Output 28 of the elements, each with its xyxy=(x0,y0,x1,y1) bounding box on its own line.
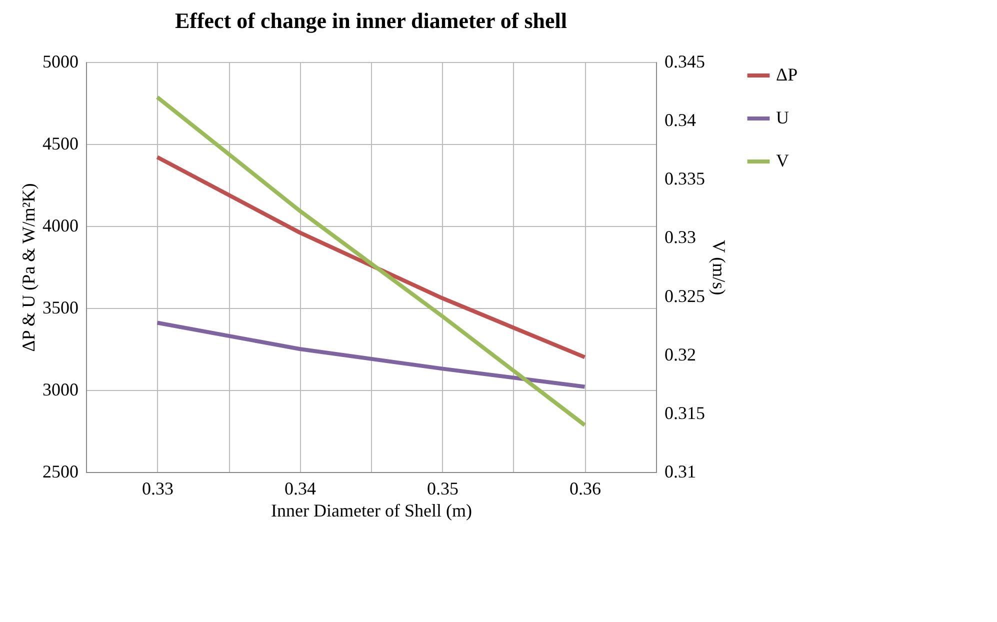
y-tick-label: 4500 xyxy=(42,134,78,154)
line-series xyxy=(155,155,587,360)
y-tick-label: 3000 xyxy=(42,380,78,400)
x-tick-label: 0.36 xyxy=(570,478,601,498)
x-axis-title: Inner Diameter of Shell (m) xyxy=(271,500,472,520)
y2-tick-label: 0.34 xyxy=(664,110,696,130)
x-tick-label: 0.35 xyxy=(427,478,458,498)
y-tick-label: 5000 xyxy=(42,52,78,72)
legend-label: ΔP xyxy=(776,64,798,84)
chart-title: Effect of change in inner diameter of shell xyxy=(174,8,568,33)
y2-tick-label: 0.315 xyxy=(664,402,705,423)
y-tick-label: 2500 xyxy=(42,462,78,482)
y-tick-label: 3500 xyxy=(42,298,78,318)
x-tick-label: 0.34 xyxy=(284,478,316,498)
y2-tick-label: 0.32 xyxy=(664,344,696,364)
x-tick-label: 0.33 xyxy=(142,478,174,498)
y2-tick-label: 0.335 xyxy=(664,168,705,189)
line-series xyxy=(155,95,587,428)
y2-tick-label: 0.345 xyxy=(664,52,705,72)
y2-axis-title: V (m/s) xyxy=(709,240,729,296)
line-series xyxy=(155,320,587,389)
y2-tick-label: 0.31 xyxy=(664,462,696,482)
y-axis-title: ΔP & U (Pa & W/m²K) xyxy=(18,183,38,352)
legend-label: V xyxy=(776,150,789,170)
y-tick-label: 4000 xyxy=(42,216,78,236)
y2-tick-label: 0.325 xyxy=(664,286,705,306)
legend-label: U xyxy=(776,108,789,128)
y2-tick-label: 0.33 xyxy=(664,227,696,248)
